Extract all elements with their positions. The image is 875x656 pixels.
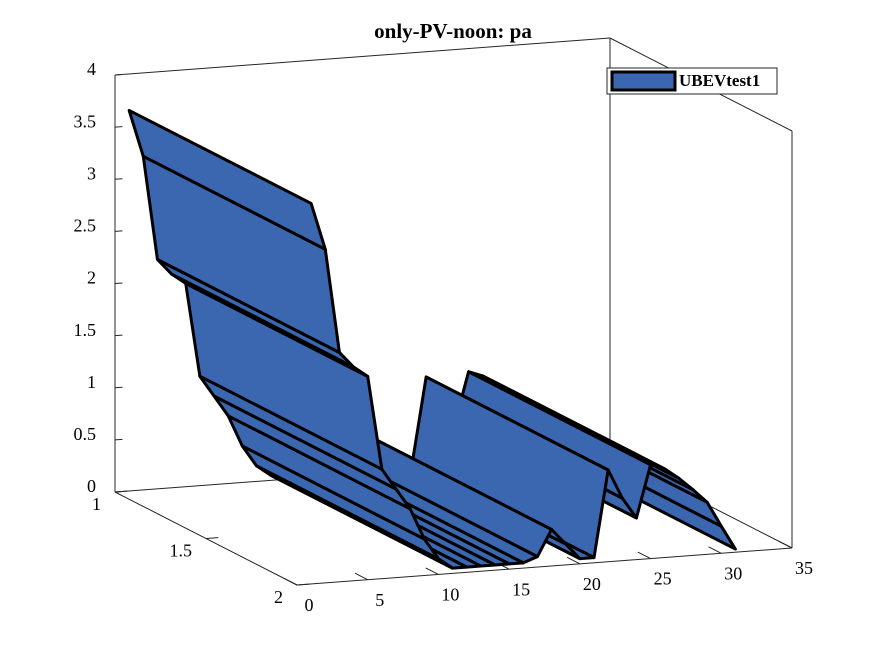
x-tick-label: 30 (724, 563, 742, 583)
z-tick (114, 73, 123, 76)
x-tick (566, 556, 581, 565)
z-tick (114, 438, 123, 441)
legend-swatch (610, 70, 677, 92)
x-tick (425, 567, 439, 575)
z-tick-label: 2 (87, 268, 96, 288)
surface-patch (127, 108, 327, 251)
y-tick-label: 1.5 (170, 541, 193, 561)
y-tick-label: 2 (274, 587, 283, 607)
z-tick (114, 282, 123, 284)
z-tick-label: 1 (87, 372, 96, 392)
x-tick-label: 20 (583, 574, 601, 594)
axis-line (114, 37, 611, 76)
x-tick (779, 541, 793, 549)
y-tick (296, 583, 310, 586)
x-tick (284, 578, 298, 586)
x-tick (637, 551, 651, 560)
x-tick-label: 25 (654, 569, 672, 589)
z-tick-label: 0.5 (74, 424, 97, 444)
y-tick (114, 490, 128, 493)
chart-title: only-PV-noon: pa (374, 19, 532, 43)
legend-label: UBEVtest1 (679, 71, 760, 90)
z-tick-label: 0 (87, 476, 96, 496)
z-tick-label: 1.5 (74, 320, 97, 340)
x-tick (708, 546, 722, 554)
x-tick-label: 35 (795, 558, 813, 578)
z-tick-label: 4 (87, 59, 96, 79)
z-tick (114, 230, 123, 232)
x-tick-label: 15 (512, 579, 530, 599)
z-tick (114, 334, 123, 337)
x-tick (354, 572, 368, 581)
z-tick (114, 126, 123, 128)
z-tick (114, 386, 123, 389)
legend: UBEVtest1 (606, 67, 778, 95)
z-tick-label: 2.5 (74, 216, 97, 236)
x-tick-label: 0 (305, 595, 314, 615)
y-tick (205, 537, 219, 539)
x-tick-label: 5 (375, 590, 384, 610)
y-tick-label: 1 (92, 494, 101, 514)
z-tick-label: 3 (87, 163, 96, 183)
axis-line (296, 547, 793, 586)
x-tick-label: 10 (441, 585, 459, 605)
z-tick (114, 178, 123, 180)
z-tick-label: 3.5 (74, 111, 97, 131)
